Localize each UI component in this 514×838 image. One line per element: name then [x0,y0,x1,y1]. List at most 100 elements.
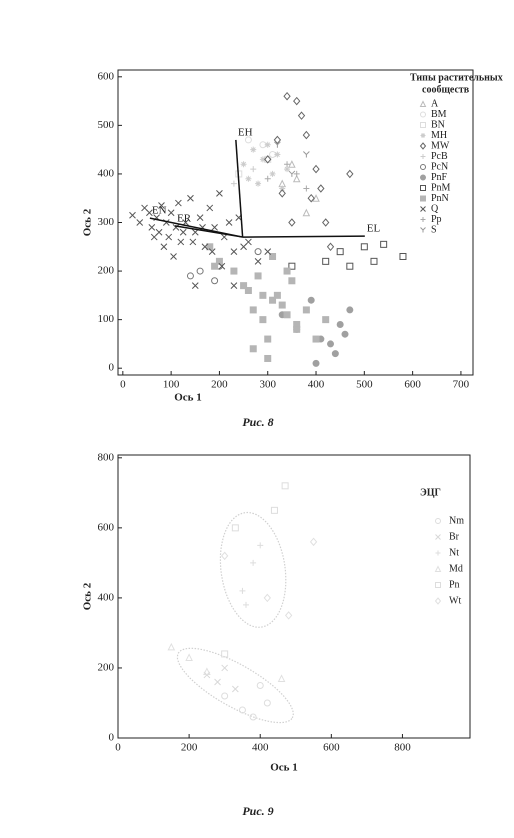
point [244,286,252,294]
point [259,291,267,299]
point [277,674,286,682]
legend-title: ЭЦГ [420,487,441,498]
point [288,262,296,270]
point [317,184,325,193]
point [249,713,257,721]
legend-label: Nm [449,515,464,526]
point [238,706,246,714]
x-tick-label: 800 [394,742,411,754]
legend-marker [419,142,427,150]
point [336,320,344,328]
point [179,228,187,236]
point [230,282,238,289]
legend-marker [420,154,426,159]
chart: 0 100 200 300 400 500 600 700 0 100 200 300 400 500 60… [82,69,503,429]
legend-marker [435,550,441,556]
point [206,204,214,212]
legend-label: MW [431,140,450,151]
point [322,316,330,324]
point [211,262,219,270]
point [214,678,221,686]
legend-label: Wt [449,595,461,606]
point [146,209,153,217]
point [284,161,291,168]
point [380,240,388,248]
legend-marker [435,518,441,524]
chart: 0 200 400 600 800 0 200 400 600 800 Ось 1 Ось 2 Рис.… [82,451,471,818]
legend-marker [419,100,427,107]
x-tick-label: 0 [115,742,121,754]
point [283,91,291,101]
legend-marker [420,111,426,118]
point [293,96,301,106]
point [187,194,194,202]
point [201,243,209,251]
plot-frame [117,454,471,739]
legend-label: MH [431,130,447,141]
confidence-ellipse [219,511,287,628]
point [239,587,246,594]
point [231,524,239,532]
y-tick-label: 300 [98,216,115,228]
point [225,219,233,226]
legend-marker [435,534,441,540]
x-tick-label: 200 [211,379,228,391]
legend-label: Pp [431,214,442,225]
x-tick-label: 200 [181,742,198,754]
point [283,267,291,275]
point [250,166,257,173]
legend-marker [420,217,426,222]
legend-label: Br [449,531,460,542]
point [245,238,252,246]
vector [174,225,243,238]
point [259,156,266,163]
point [264,354,272,362]
point [302,130,311,140]
point [189,238,197,246]
point [150,233,158,241]
point [346,169,354,179]
point [370,257,378,265]
point [230,180,237,187]
point [264,175,271,182]
legend-marker [420,122,426,128]
point [288,277,296,285]
point [216,190,223,197]
point [191,282,199,289]
x-tick-label: 100 [163,379,180,391]
y-axis-title: Ось 2 [82,208,94,236]
y-tick-label: 0 [109,732,115,744]
y-tick-label: 600 [98,70,115,82]
point [249,345,257,353]
point [255,180,262,187]
legend-marker [420,206,426,212]
point [259,316,267,324]
point [257,542,264,549]
point [312,164,320,174]
point [264,155,272,164]
point [283,311,291,319]
point [185,653,193,661]
legend-label: BN [431,119,445,130]
point [288,160,296,168]
point [264,335,272,343]
y-axis-title: Ось 2 [82,582,94,610]
x-tick-label: 500 [356,379,373,391]
vector-label: ER [177,212,192,224]
point [175,199,182,207]
legend-title: сообществ [422,84,470,95]
vector-label: EH [238,126,253,138]
x-tick-label: 600 [323,742,340,754]
legend-marker [420,174,426,181]
point [249,306,257,314]
vector-label: EN [152,205,167,217]
point [158,202,165,209]
point [336,248,344,256]
point [221,650,229,658]
legend-label: Q [431,203,439,214]
point [244,136,252,144]
point [136,219,144,226]
vector [242,235,365,238]
figure-caption: Рис. 9 [242,804,273,818]
point [327,340,335,348]
